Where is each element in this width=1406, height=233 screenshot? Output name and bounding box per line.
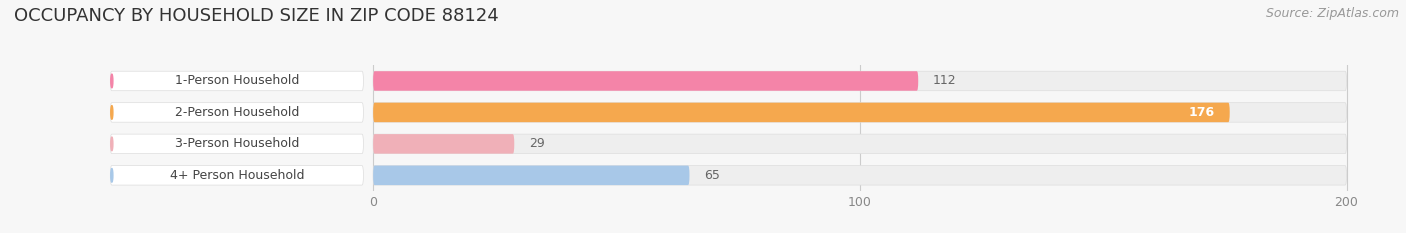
FancyBboxPatch shape bbox=[110, 134, 363, 154]
FancyBboxPatch shape bbox=[373, 134, 1347, 154]
Circle shape bbox=[111, 168, 112, 182]
FancyBboxPatch shape bbox=[110, 103, 363, 122]
FancyBboxPatch shape bbox=[110, 166, 363, 185]
Text: 176: 176 bbox=[1189, 106, 1215, 119]
Circle shape bbox=[111, 137, 112, 151]
FancyBboxPatch shape bbox=[373, 166, 689, 185]
Text: 2-Person Household: 2-Person Household bbox=[174, 106, 299, 119]
FancyBboxPatch shape bbox=[373, 134, 515, 154]
Text: 65: 65 bbox=[704, 169, 720, 182]
FancyBboxPatch shape bbox=[373, 71, 918, 91]
Circle shape bbox=[111, 106, 112, 119]
Text: 29: 29 bbox=[529, 137, 544, 150]
Text: 1-Person Household: 1-Person Household bbox=[174, 75, 299, 87]
Text: 3-Person Household: 3-Person Household bbox=[174, 137, 299, 150]
FancyBboxPatch shape bbox=[373, 103, 1347, 122]
Text: OCCUPANCY BY HOUSEHOLD SIZE IN ZIP CODE 88124: OCCUPANCY BY HOUSEHOLD SIZE IN ZIP CODE … bbox=[14, 7, 499, 25]
FancyBboxPatch shape bbox=[373, 71, 1347, 91]
Circle shape bbox=[111, 74, 112, 88]
Text: 4+ Person Household: 4+ Person Household bbox=[170, 169, 304, 182]
FancyBboxPatch shape bbox=[373, 103, 1230, 122]
FancyBboxPatch shape bbox=[373, 166, 1347, 185]
Text: 112: 112 bbox=[932, 75, 956, 87]
Text: Source: ZipAtlas.com: Source: ZipAtlas.com bbox=[1265, 7, 1399, 20]
FancyBboxPatch shape bbox=[110, 71, 363, 91]
